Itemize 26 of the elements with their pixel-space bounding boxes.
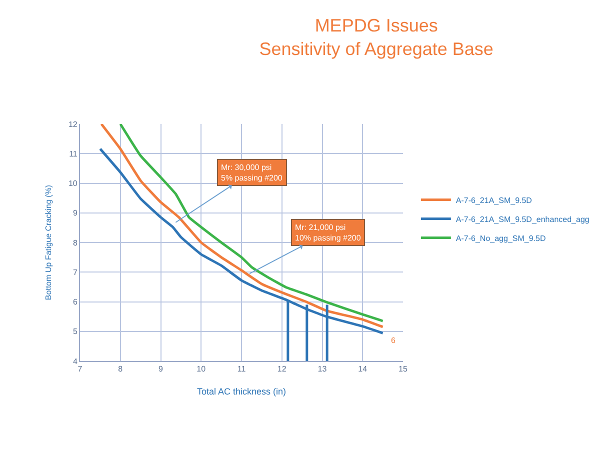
x-tick-label: 14 [358, 364, 368, 374]
x-tick-label: 12 [277, 364, 287, 374]
y-tick-label: 8 [72, 238, 78, 248]
x-tick-label: 8 [118, 364, 124, 374]
x-tick-label: 13 [318, 364, 328, 374]
y-tick-label: 5 [72, 327, 78, 336]
y-tick-label: 6 [72, 298, 78, 307]
annotation: Mr: 21,000 psi 10% passing #200 [295, 223, 362, 242]
annotation: Mr: 30,000 psi 5% passing #200 [221, 163, 283, 182]
y-tick-label: 10 [68, 179, 78, 188]
x-axis-title: Total AC thickness (in) [196, 386, 286, 396]
y-tick-label: 7 [72, 268, 78, 277]
y-tick-label: 9 [72, 208, 78, 218]
x-tick-label: 9 [158, 364, 164, 374]
y-tick-label: 11 [69, 149, 78, 158]
x-tick-label: 10 [196, 364, 206, 374]
y-tick-label: 4 [72, 356, 78, 366]
x-tick-label: 11 [237, 364, 246, 374]
y-tick-label: 12 [68, 120, 78, 129]
legend-label: A-7-6_No_agg_SM_9.5D [456, 234, 546, 243]
annotation: 6 [391, 336, 396, 345]
legend-label: A-7-6_21A_SM_9.5D [456, 196, 532, 205]
y-axis-title: Bottom Up Fatigue Cracking (%) [44, 184, 54, 300]
chart-title: MEPDG Issues Sensitivity of Aggregate Base [259, 16, 494, 59]
legend-label: A-7-6_21A_SM_9.5D_enhanced_agg [456, 214, 590, 224]
x-tick-label: 15 [398, 364, 408, 374]
